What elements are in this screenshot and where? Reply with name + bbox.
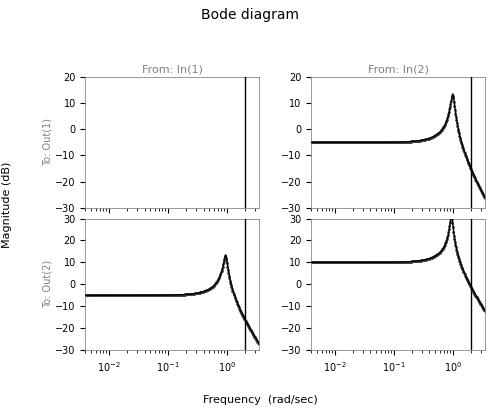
Text: Frequency  (rad/sec): Frequency (rad/sec) [202, 395, 318, 405]
Y-axis label: To: Out(2): To: Out(2) [42, 260, 52, 308]
Text: Bode diagram: Bode diagram [201, 8, 299, 22]
Title: From: In(1): From: In(1) [142, 65, 203, 74]
Y-axis label: To: Out(1): To: Out(1) [42, 118, 52, 166]
Title: From: In(2): From: In(2) [368, 65, 428, 74]
Text: Magnitude (dB): Magnitude (dB) [2, 161, 12, 248]
